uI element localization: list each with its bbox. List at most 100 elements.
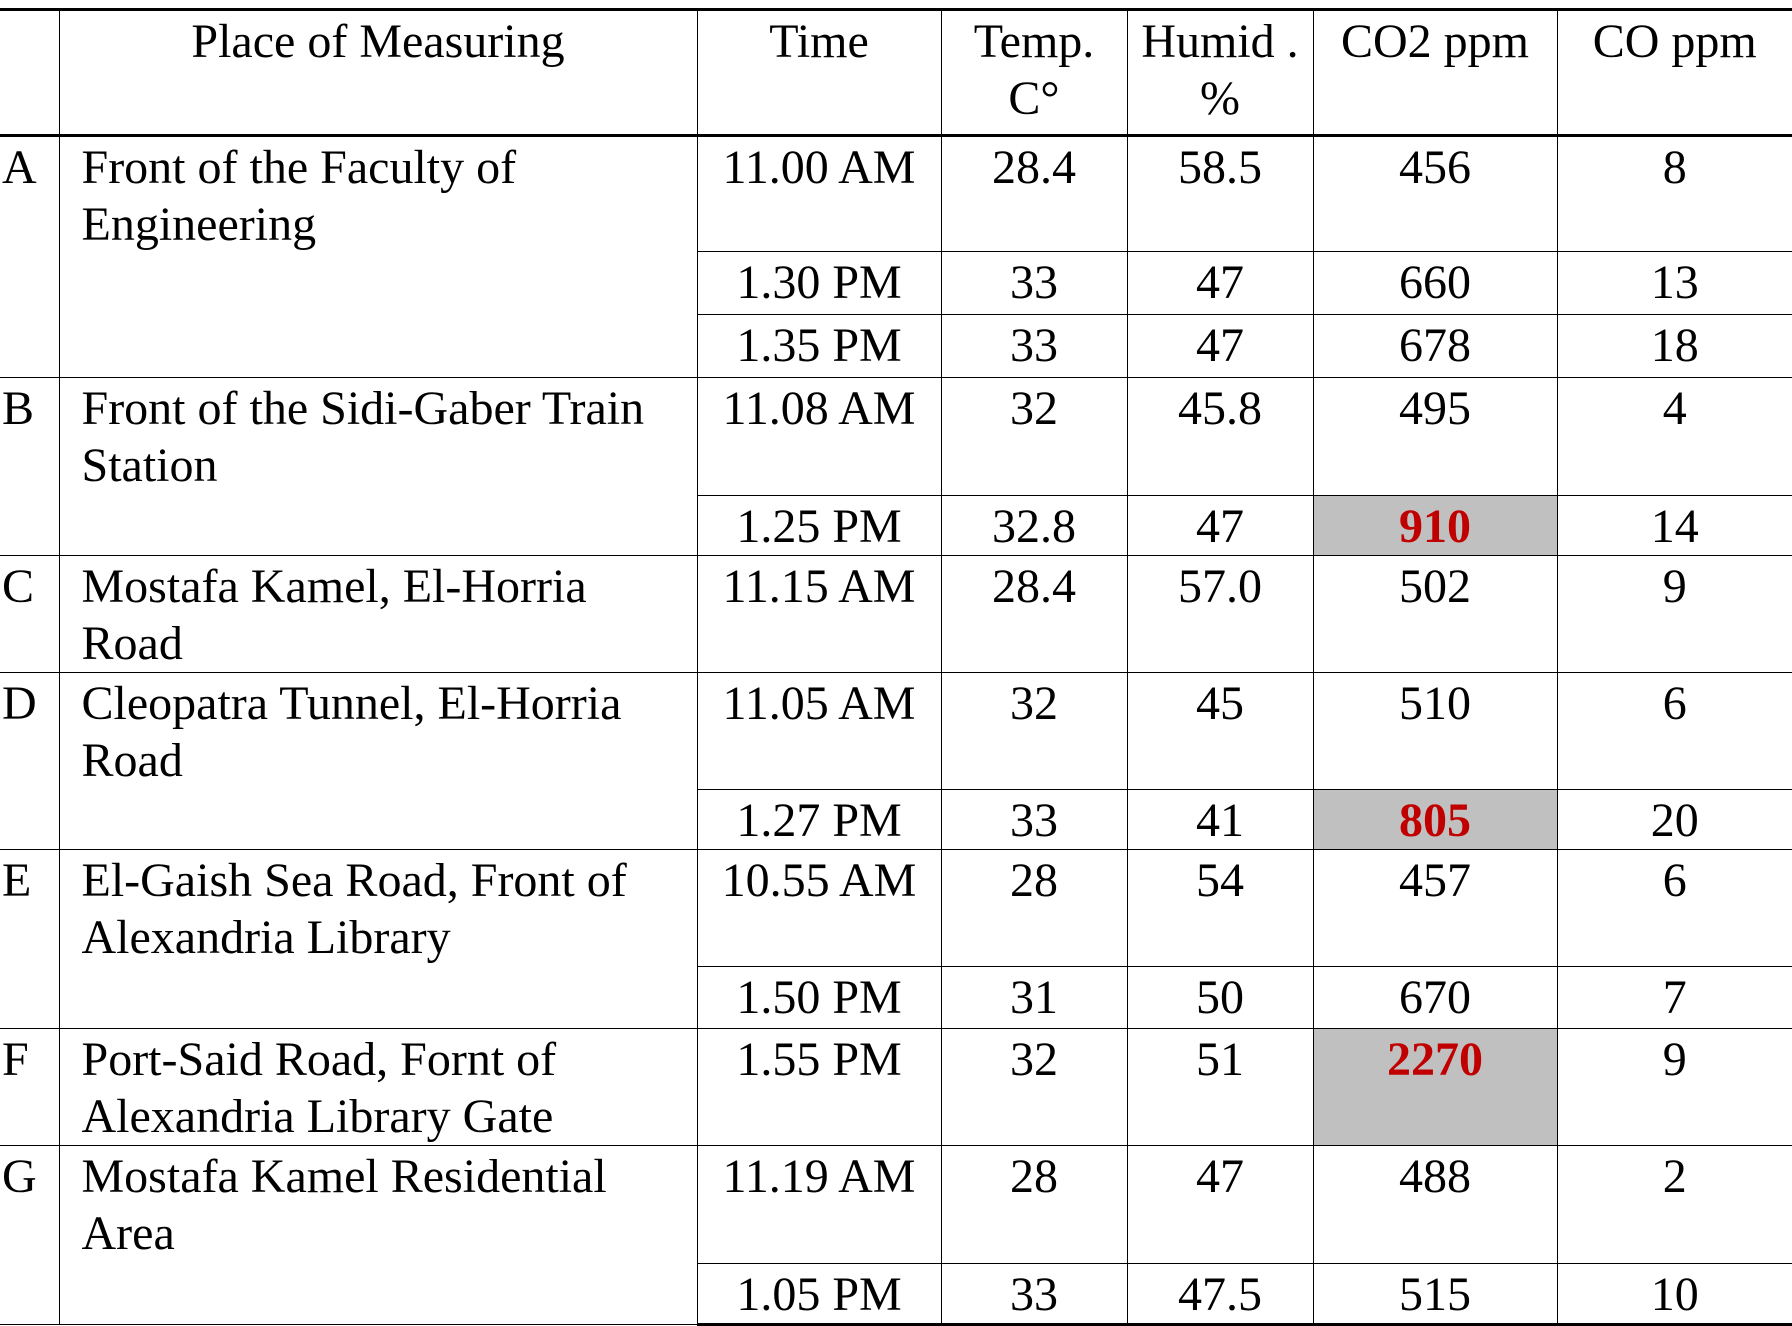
- site-place: Mostafa Kamel Residential Area: [58, 1145, 698, 1325]
- co-cell: 14: [1556, 495, 1792, 556]
- table-row: F Port-Said Road, Fornt of Alexandria Lib…: [0, 1028, 1792, 1146]
- co2-cell: 678: [1312, 314, 1558, 378]
- temp-cell: 28.4: [940, 555, 1128, 673]
- time-cell: 11.00 AM: [696, 135, 942, 252]
- header-row: Place of Measuring Time Temp. C° Humid .…: [0, 8, 1792, 137]
- humid-cell: 47: [1126, 495, 1314, 556]
- table-body: A Front of the Faculty of Engineering 11.0…: [0, 135, 1792, 1326]
- co-cell: 8: [1556, 135, 1792, 252]
- co2-cell: 510: [1312, 672, 1558, 790]
- humid-cell: 47: [1126, 251, 1314, 315]
- measurements-table: Place of Measuring Time Temp. C° Humid .…: [0, 8, 1792, 1326]
- time-cell: 10.55 AM: [696, 849, 942, 967]
- co2-cell: 488: [1312, 1145, 1558, 1264]
- header-place: Place of Measuring: [58, 8, 698, 137]
- temp-cell: 28: [940, 849, 1128, 967]
- humid-cell: 47: [1126, 314, 1314, 378]
- site-id: G: [0, 1145, 60, 1325]
- co2-cell: 495: [1312, 377, 1558, 496]
- header-id: [0, 8, 60, 137]
- table-row: 1.05 PM 33 47.5 515 10: [0, 1263, 1792, 1326]
- humid-cell: 57.0: [1126, 555, 1314, 673]
- table-row: B Front of the Sidi-Gaber Train Station 11…: [0, 377, 1792, 556]
- header-co: CO ppm: [1556, 8, 1792, 137]
- table-row: G Mostafa Kamel Residential Area 11.19 AM 2…: [0, 1145, 1792, 1325]
- co2-cell-highlighted: 910: [1312, 495, 1558, 556]
- site-place: Mostafa Kamel, El-Horria Road: [58, 555, 698, 673]
- humid-cell: 47: [1126, 1145, 1314, 1264]
- humid-cell: 45: [1126, 672, 1314, 790]
- co-cell: 9: [1556, 555, 1792, 673]
- humid-cell: 51: [1126, 1028, 1314, 1146]
- site-id: F: [0, 1028, 60, 1146]
- header-co2: CO2 ppm: [1312, 8, 1558, 137]
- co2-cell: 456: [1312, 135, 1558, 252]
- humid-cell: 45.8: [1126, 377, 1314, 496]
- time-cell: 11.15 AM: [696, 555, 942, 673]
- temp-cell: 31: [940, 966, 1128, 1029]
- co-cell: 10: [1556, 1263, 1792, 1326]
- table-row: C Mostafa Kamel, El-Horria Road 11.15 AM 28…: [0, 555, 1792, 673]
- co-cell: 6: [1556, 849, 1792, 967]
- co2-cell-highlighted: 2270: [1312, 1028, 1558, 1146]
- time-cell: 1.27 PM: [696, 789, 942, 850]
- temp-cell: 33: [940, 314, 1128, 378]
- site-place: Cleopatra Tunnel, El-Horria Road: [58, 672, 698, 850]
- humid-cell: 47.5: [1126, 1263, 1314, 1326]
- header-humid: Humid . %: [1126, 8, 1314, 137]
- table-row: A Front of the Faculty of Engineering 11.0…: [0, 135, 1792, 378]
- co-cell: 13: [1556, 251, 1792, 315]
- site-place: Port-Said Road, Fornt of Alexandria Libr…: [58, 1028, 698, 1146]
- time-cell: 1.50 PM: [696, 966, 942, 1029]
- humid-cell: 54: [1126, 849, 1314, 967]
- temp-cell: 33: [940, 789, 1128, 850]
- co2-cell-highlighted: 805: [1312, 789, 1558, 850]
- table-row: 1.35 PM 33 47 678 18: [0, 314, 1792, 378]
- header-time: Time: [696, 8, 942, 137]
- co2-cell: 457: [1312, 849, 1558, 967]
- time-cell: 11.05 AM: [696, 672, 942, 790]
- co2-cell: 660: [1312, 251, 1558, 315]
- site-id: B: [0, 377, 60, 556]
- temp-cell: 32: [940, 1028, 1128, 1146]
- temp-cell: 28.4: [940, 135, 1128, 252]
- site-place: Front of the Faculty of Engineering: [58, 135, 698, 378]
- time-cell: 1.30 PM: [696, 251, 942, 315]
- temp-cell: 33: [940, 1263, 1128, 1326]
- co2-cell: 502: [1312, 555, 1558, 673]
- temp-cell: 33: [940, 251, 1128, 315]
- site-id: A: [0, 135, 60, 378]
- co2-cell: 515: [1312, 1263, 1558, 1326]
- table-row: E El-Gaish Sea Road, Front of Alexandria …: [0, 849, 1792, 1029]
- co-cell: 9: [1556, 1028, 1792, 1146]
- co2-cell: 670: [1312, 966, 1558, 1029]
- temp-cell: 32.8: [940, 495, 1128, 556]
- time-cell: 1.55 PM: [696, 1028, 942, 1146]
- site-place: Front of the Sidi-Gaber Train Station: [58, 377, 698, 556]
- table-row: 1.25 PM 32.8 47 910 14: [0, 495, 1792, 556]
- co-cell: 6: [1556, 672, 1792, 790]
- header-temp: Temp. C°: [940, 8, 1128, 137]
- time-cell: 11.19 AM: [696, 1145, 942, 1264]
- site-place: El-Gaish Sea Road, Front of Alexandria L…: [58, 849, 698, 1029]
- humid-cell: 50: [1126, 966, 1314, 1029]
- temp-cell: 28: [940, 1145, 1128, 1264]
- temp-cell: 32: [940, 377, 1128, 496]
- table-row: 1.50 PM 31 50 670 7: [0, 966, 1792, 1029]
- co-cell: 2: [1556, 1145, 1792, 1264]
- time-cell: 1.35 PM: [696, 314, 942, 378]
- table-row: D Cleopatra Tunnel, El-Horria Road 11.05 A…: [0, 672, 1792, 850]
- humid-cell: 41: [1126, 789, 1314, 850]
- site-id: D: [0, 672, 60, 850]
- site-id: E: [0, 849, 60, 1029]
- time-cell: 1.25 PM: [696, 495, 942, 556]
- co-cell: 20: [1556, 789, 1792, 850]
- humid-cell: 58.5: [1126, 135, 1314, 252]
- temp-cell: 32: [940, 672, 1128, 790]
- co-cell: 4: [1556, 377, 1792, 496]
- time-cell: 11.08 AM: [696, 377, 942, 496]
- co-cell: 7: [1556, 966, 1792, 1029]
- site-id: C: [0, 555, 60, 673]
- time-cell: 1.05 PM: [696, 1263, 942, 1326]
- co-cell: 18: [1556, 314, 1792, 378]
